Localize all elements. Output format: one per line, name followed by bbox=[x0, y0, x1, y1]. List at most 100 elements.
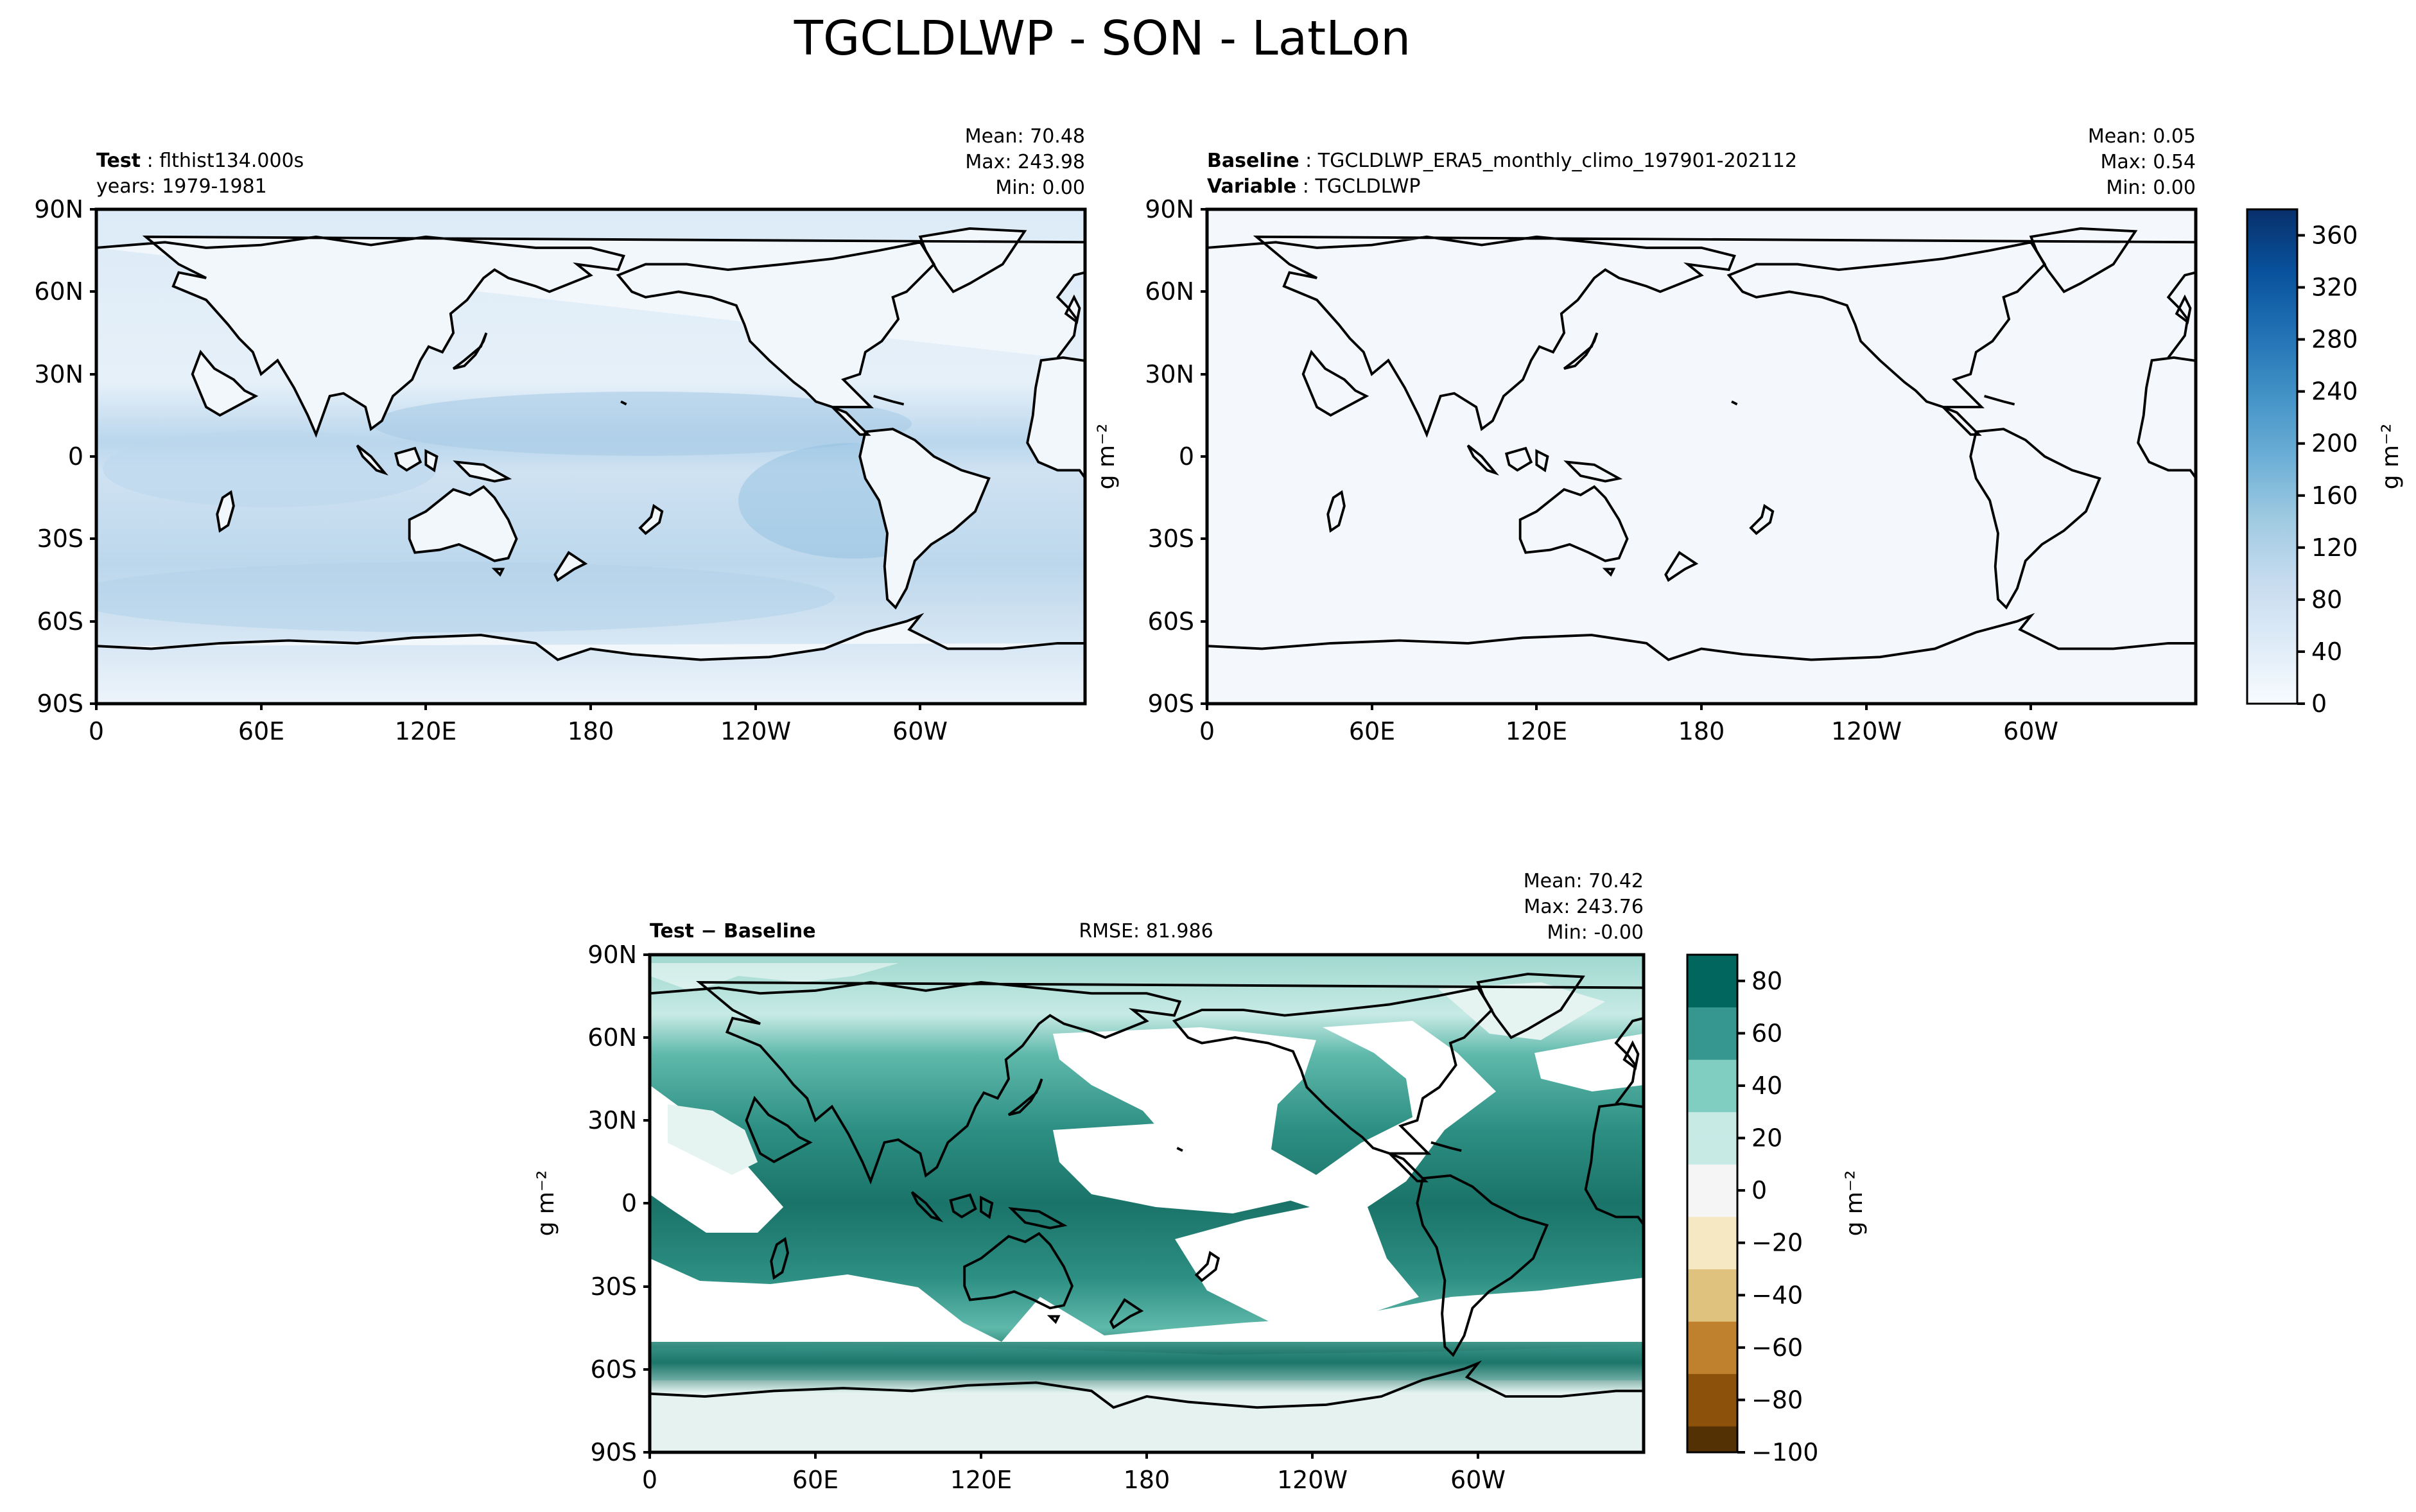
ytick-label: 60S bbox=[37, 607, 83, 636]
figure-title: TGCLDLWP - SON - LatLon bbox=[794, 11, 1411, 66]
panel-diff: Test − Baseline RMSE: 81.986 Mean: 70.42… bbox=[533, 870, 1646, 1494]
colorbar-diff-bin bbox=[1687, 1295, 1737, 1322]
ytick-label: 30N bbox=[1145, 360, 1194, 388]
xtick-label: 60E bbox=[238, 717, 284, 745]
xtick-label: 60E bbox=[792, 1466, 839, 1494]
colorbar-diff-tick-label: 20 bbox=[1751, 1124, 1782, 1152]
colorbar-diff-tick-label: 0 bbox=[1751, 1176, 1767, 1204]
xtick-label: 0 bbox=[1199, 717, 1215, 745]
baseline-map-field bbox=[1207, 209, 2196, 704]
diff-mean: Mean: 70.42 bbox=[1524, 870, 1644, 892]
ytick-label: 30S bbox=[1148, 525, 1194, 553]
xtick-label: 180 bbox=[1124, 1466, 1170, 1494]
colorbar-blues-tick-label: 160 bbox=[2311, 482, 2358, 510]
colorbar-diff-tick-label: −60 bbox=[1751, 1334, 1803, 1362]
colorbar-diff-bin bbox=[1687, 1216, 1737, 1244]
colorbar-diff-ramp bbox=[1687, 955, 1737, 1453]
colorbar-diff-bin bbox=[1687, 1190, 1737, 1217]
test-x-ticks: 0 60E 120E 180 120W 60W bbox=[89, 704, 948, 745]
ytick-label: 60S bbox=[1148, 607, 1194, 636]
baseline-mean: Mean: 0.05 bbox=[2088, 125, 2196, 148]
panel-test: Test : flthist134.000s years: 1979-1981 … bbox=[34, 125, 1087, 745]
ytick-label: 90S bbox=[1148, 690, 1194, 718]
baseline-y-unit: g m⁻² bbox=[1093, 424, 1120, 490]
colorbar-diff-bin bbox=[1687, 1138, 1737, 1165]
colorbar-diff-bin bbox=[1687, 1269, 1737, 1296]
colorbar-diff-bin bbox=[1687, 1242, 1737, 1269]
ytick-label: 0 bbox=[621, 1189, 637, 1217]
xtick-label: 0 bbox=[642, 1466, 657, 1494]
xtick-label: 120W bbox=[1831, 717, 1902, 745]
ytick-label: 60S bbox=[591, 1355, 637, 1384]
diff-rmse: RMSE: 81.986 bbox=[1079, 920, 1213, 943]
diff-x-ticks: 0 60E 120E 180 120W 60W bbox=[642, 1452, 1506, 1494]
xtick-label: 120E bbox=[950, 1466, 1012, 1494]
colorbar-diff-tick-label: −20 bbox=[1751, 1229, 1803, 1257]
test-label: Test : flthist134.000s bbox=[96, 150, 304, 172]
baseline-x-ticks: 0 60E 120E 180 120W 60W bbox=[1199, 704, 2058, 745]
colorbar-blues-tick-label: 320 bbox=[2311, 274, 2358, 302]
diff-map-field bbox=[650, 955, 1644, 1452]
diff-max: Max: 243.76 bbox=[1524, 896, 1644, 918]
colorbar-diff-bin bbox=[1687, 980, 1737, 1008]
colorbar-diff-bin bbox=[1687, 1400, 1737, 1427]
colorbar-diff-ticks: 80 60 40 20 0 −20 −40 −60 −80 −100 bbox=[1737, 967, 1818, 1466]
diff-label: Test − Baseline bbox=[650, 920, 816, 943]
colorbar-diff-bin bbox=[1687, 1059, 1737, 1086]
ytick-label: 30S bbox=[591, 1273, 637, 1301]
diff-y-unit: g m⁻² bbox=[533, 1170, 559, 1237]
xtick-label: 120E bbox=[395, 717, 457, 745]
colorbar-blues: 0 40 80 120 160 200 240 280 320 360 g m⁻² bbox=[2246, 208, 2404, 718]
baseline-label: Baseline : TGCLDLWP_ERA5_monthly_climo_1… bbox=[1207, 150, 1797, 172]
ytick-label: 30S bbox=[37, 525, 83, 553]
xtick-label: 120W bbox=[720, 717, 791, 745]
test-min: Min: 0.00 bbox=[995, 177, 1085, 199]
colorbar-diff-tick-label: −80 bbox=[1751, 1386, 1803, 1414]
diff-y-ticks: 90N 60N 30N 0 30S 60S 90S bbox=[587, 941, 650, 1466]
colorbar-blues-tick-label: 280 bbox=[2311, 326, 2358, 354]
colorbar-diff-bin bbox=[1687, 1321, 1737, 1348]
colorbar-diff-tick-label: 60 bbox=[1751, 1019, 1782, 1047]
ytick-label: 90S bbox=[591, 1438, 637, 1466]
diff-min: Min: -0.00 bbox=[1547, 921, 1644, 944]
ytick-label: 90N bbox=[1145, 195, 1194, 223]
colorbar-diff-frame bbox=[1686, 953, 1739, 1454]
colorbar-diff: 80 60 40 20 0 −20 −40 −60 −80 −100 g m⁻² bbox=[1686, 953, 1868, 1466]
xtick-label: 180 bbox=[1678, 717, 1725, 745]
test-mean: Mean: 70.48 bbox=[965, 125, 1085, 148]
xtick-label: 0 bbox=[89, 717, 104, 745]
colorbar-diff-bin bbox=[1687, 1111, 1737, 1139]
ytick-label: 0 bbox=[1179, 442, 1194, 471]
colorbar-diff-tick-label: −100 bbox=[1751, 1438, 1818, 1466]
ytick-label: 90S bbox=[37, 690, 83, 718]
colorbar-diff-bin bbox=[1687, 955, 1737, 982]
colorbar-blues-label: g m⁻² bbox=[2377, 424, 2404, 490]
colorbar-blues-tick-label: 200 bbox=[2311, 430, 2358, 458]
xtick-label: 60E bbox=[1349, 717, 1395, 745]
xtick-label: 60W bbox=[2003, 717, 2058, 745]
ytick-label: 30N bbox=[34, 360, 83, 388]
colorbar-diff-bin bbox=[1687, 1007, 1737, 1034]
colorbar-blues-tick-label: 0 bbox=[2311, 690, 2327, 718]
colorbar-blues-tick-label: 240 bbox=[2311, 378, 2358, 406]
colorbar-diff-bin bbox=[1687, 1033, 1737, 1060]
ytick-label: 30N bbox=[587, 1106, 637, 1134]
baseline-min: Min: 0.00 bbox=[2106, 177, 2196, 199]
ytick-label: 60N bbox=[34, 277, 83, 306]
baseline-variable: Variable : TGCLDLWP bbox=[1207, 175, 1421, 198]
test-y-ticks: 90N 60N 30N 0 30S 60S 90S bbox=[34, 195, 96, 718]
xtick-label: 180 bbox=[568, 717, 614, 745]
colorbar-blues-tick-label: 120 bbox=[2311, 534, 2358, 562]
xtick-label: 120E bbox=[1506, 717, 1568, 745]
ytick-label: 90N bbox=[34, 195, 83, 223]
baseline-y-ticks: 90N 60N 30N 0 30S 60S 90S bbox=[1145, 195, 1207, 718]
xtick-label: 60W bbox=[1450, 1466, 1506, 1494]
colorbar-diff-tick-label: 40 bbox=[1751, 1072, 1782, 1100]
colorbar-diff-tick-label: −40 bbox=[1751, 1281, 1803, 1309]
colorbar-diff-tick-label: 80 bbox=[1751, 967, 1782, 995]
colorbar-blues-ramp bbox=[2246, 208, 2299, 705]
panel-baseline: Baseline : TGCLDLWP_ERA5_monthly_climo_1… bbox=[1093, 125, 2198, 745]
colorbar-diff-bin bbox=[1687, 1373, 1737, 1400]
colorbar-diff-bin bbox=[1687, 1347, 1737, 1375]
